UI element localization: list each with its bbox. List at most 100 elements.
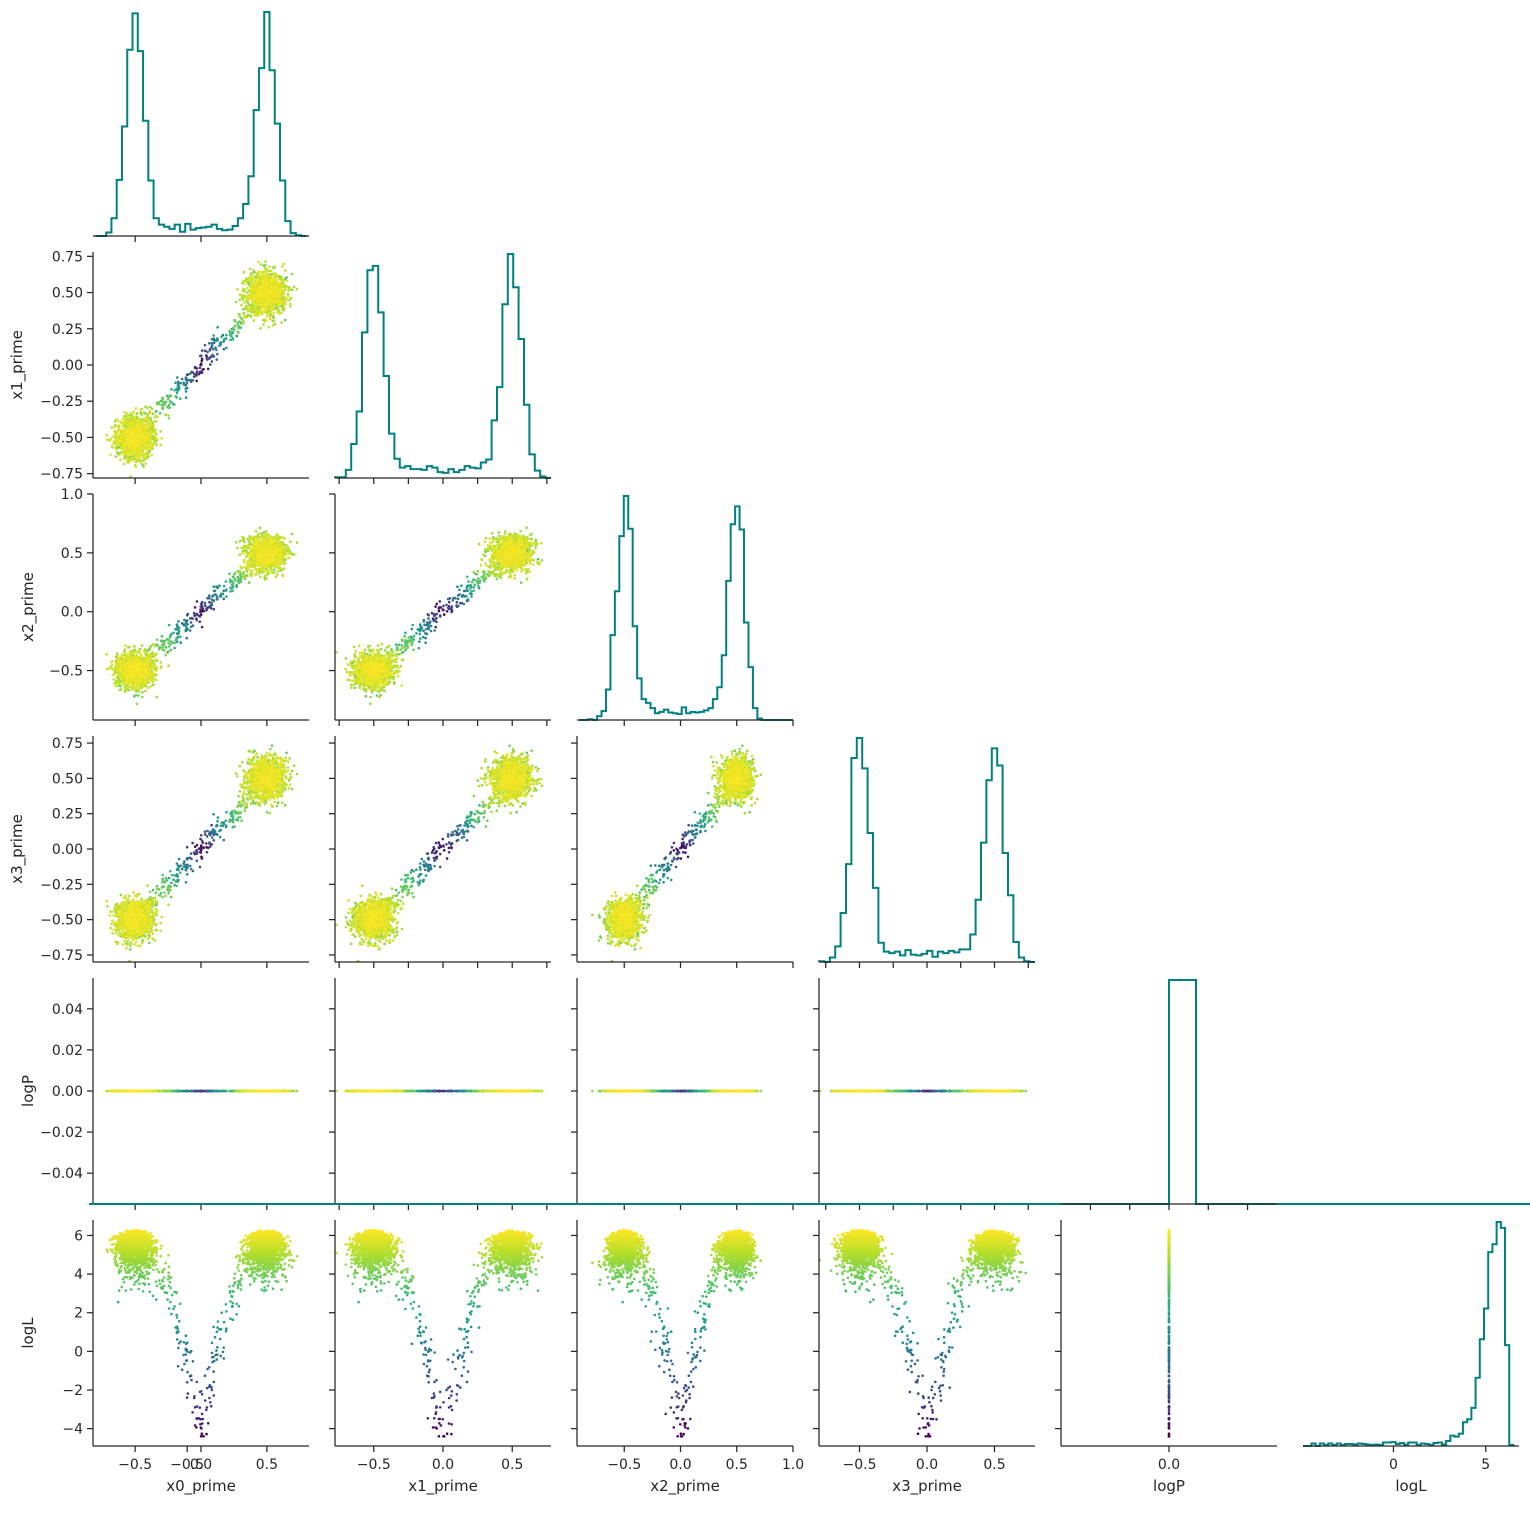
scatter-point	[167, 645, 171, 648]
scatter-point	[233, 571, 237, 575]
scatter-point	[282, 262, 286, 266]
scatter-point	[215, 358, 219, 361]
scatter-point	[224, 580, 228, 583]
scatter-point	[279, 296, 283, 299]
scatter-point	[260, 307, 263, 311]
scatter-point	[201, 607, 205, 610]
scatter-point	[282, 309, 286, 312]
scatter-point	[125, 440, 128, 444]
scatter-point	[210, 602, 214, 606]
scatter-point	[232, 584, 235, 588]
scatter-point	[283, 299, 286, 303]
scatter-point	[141, 690, 144, 694]
scatter-point	[251, 572, 254, 575]
scatter-point	[144, 455, 147, 458]
scatter-point	[149, 439, 152, 442]
scatter-point	[228, 580, 232, 584]
scatter-point	[154, 658, 158, 661]
scatter-point	[151, 652, 155, 655]
scatter-point	[257, 306, 260, 309]
scatter-point	[105, 434, 108, 437]
scatter-point	[154, 437, 158, 440]
scatter-point	[137, 457, 141, 461]
scatter-point	[269, 299, 273, 303]
scatter-point	[229, 338, 232, 342]
scatter-point	[124, 687, 127, 690]
scatter-point	[173, 403, 176, 406]
scatter-point	[248, 568, 251, 572]
scatter-point	[199, 363, 202, 367]
scatter-point	[144, 405, 147, 408]
scatter-point	[110, 664, 114, 667]
scatter-point	[237, 326, 240, 329]
scatter-point	[275, 273, 279, 277]
scatter-point	[238, 571, 241, 574]
scatter-point	[260, 279, 263, 283]
scatter-point	[131, 458, 135, 461]
scatter-point	[222, 597, 226, 601]
scatter-point	[130, 442, 133, 446]
scatter-point	[215, 594, 219, 598]
scatter-point	[208, 605, 212, 609]
scatter-point	[241, 552, 244, 555]
scatter-point	[123, 410, 126, 414]
scatter-point	[243, 577, 247, 581]
scatter-point	[144, 689, 147, 693]
scatter-point	[184, 378, 188, 381]
scatter-point	[278, 304, 282, 308]
scatter-point	[134, 465, 138, 469]
scatter-point	[134, 407, 138, 410]
scatter-point	[260, 532, 264, 535]
scatter-point	[124, 427, 127, 431]
scatter-point	[115, 679, 118, 683]
scatter-point	[123, 648, 127, 651]
scatter-point	[105, 653, 108, 656]
scatter-point	[142, 465, 145, 468]
scatter-point	[161, 406, 165, 409]
scatter-point	[241, 572, 245, 576]
scatter-point	[250, 272, 254, 275]
scatter-point	[234, 541, 238, 544]
scatter-point	[123, 421, 126, 425]
scatter-point	[128, 645, 131, 649]
scatter-point	[139, 409, 142, 412]
scatter-point	[137, 694, 140, 697]
panel-x2_prime-vs-x0_prime: −0.50.00.51.0x2_prime	[19, 487, 309, 726]
scatter-point	[247, 308, 251, 312]
scatter-point	[219, 341, 223, 344]
scatter-point	[213, 589, 217, 592]
scatter-point	[129, 415, 132, 419]
scatter-point	[284, 277, 287, 281]
scatter-point	[252, 300, 256, 304]
scatter-point	[242, 270, 246, 274]
scatter-point	[134, 429, 137, 433]
scatter-point	[240, 296, 243, 300]
scatter-point	[264, 295, 268, 298]
scatter-point	[240, 317, 243, 320]
scatter-point	[149, 446, 152, 449]
scatter-point	[148, 405, 152, 409]
scatter-point	[192, 611, 196, 615]
scatter-point	[121, 680, 125, 683]
scatter-point	[116, 444, 120, 447]
scatter-point	[210, 341, 214, 345]
scatter-point	[255, 314, 258, 318]
scatter-point	[272, 319, 276, 323]
scatter-point	[147, 453, 150, 456]
scatter-point	[265, 314, 269, 318]
scatter-point	[149, 416, 152, 420]
scatter-point	[146, 686, 150, 690]
scatter-point	[264, 304, 267, 307]
scatter-point	[279, 284, 283, 287]
scatter-point	[185, 636, 189, 640]
scatter-point	[271, 324, 275, 327]
scatter-point	[272, 301, 276, 305]
scatter-point	[267, 570, 270, 574]
scatter-point	[248, 574, 252, 577]
scatter-point	[284, 269, 287, 272]
scatter-point	[176, 384, 180, 388]
scatter-point	[126, 438, 129, 441]
scatter-point	[218, 344, 221, 348]
scatter-point	[115, 451, 119, 454]
